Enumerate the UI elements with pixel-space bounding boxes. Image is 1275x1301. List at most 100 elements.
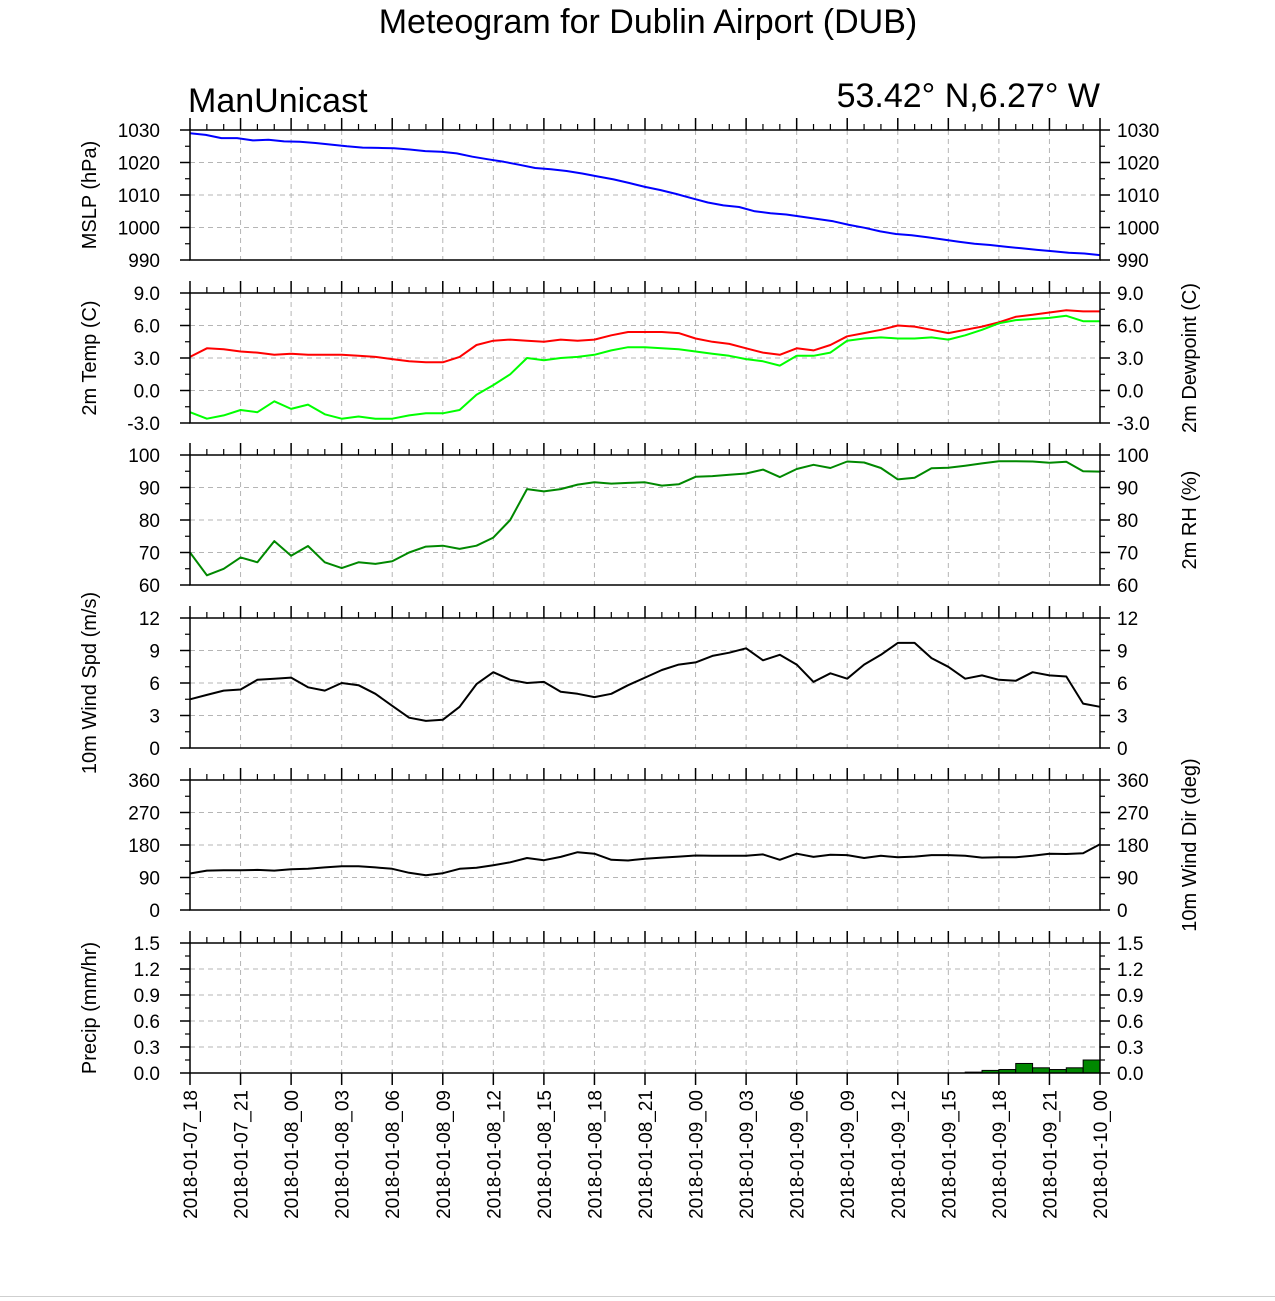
x-tick-label: 2018-01-08_21 xyxy=(636,1090,657,1219)
y-tick-label-right: 0.0 xyxy=(1117,382,1143,403)
y-tick-label-left: 60 xyxy=(139,576,160,597)
y-tick-label-right: -3.0 xyxy=(1117,414,1150,435)
precip-bar xyxy=(1032,1067,1050,1074)
y-tick-label-left: 12 xyxy=(139,609,160,630)
y-tick-label-right: 70 xyxy=(1117,544,1138,565)
x-tick-label: 2018-01-07_18 xyxy=(181,1090,202,1219)
y-tick-label-left: 1010 xyxy=(118,186,160,207)
x-tick-label: 2018-01-09_03 xyxy=(737,1090,758,1219)
y-tick-label-left: 90 xyxy=(139,479,160,500)
y-tick-label-right: 0 xyxy=(1117,901,1128,922)
y-tick-label-right: 0.6 xyxy=(1117,1012,1143,1033)
y-tick-label-right: 3 xyxy=(1117,707,1128,728)
x-tick-label: 2018-01-08_18 xyxy=(585,1090,606,1219)
y-tick-label-right: 9 xyxy=(1117,642,1128,663)
chart-title: Meteogram for Dublin Airport (DUB) xyxy=(379,3,918,41)
y-axis-label-left: Precip (mm/hr) xyxy=(79,942,101,1074)
y-axis-label-right: 2m Dewpoint (C) xyxy=(1179,283,1201,433)
bottom-divider xyxy=(0,1296,1275,1297)
x-tick-label: 2018-01-09_18 xyxy=(990,1090,1011,1219)
y-tick-label-left: 0.0 xyxy=(134,382,160,403)
station-coordinates-label: 53.42° N,6.27° W xyxy=(837,77,1100,115)
x-tick-label: 2018-01-10_00 xyxy=(1091,1090,1112,1219)
panel-mslp: 990 990 1000 1000 1010 1010 1020 1020 1030 1030 MS… xyxy=(79,118,1159,272)
y-tick-label-right: 990 xyxy=(1117,251,1149,272)
y-tick-label-right: 270 xyxy=(1117,804,1149,825)
precip-bar xyxy=(1082,1059,1101,1074)
series-line-temp-1 xyxy=(189,314,1100,420)
y-tick-label-left: 90 xyxy=(139,869,160,890)
series-line-rh-0 xyxy=(189,460,1101,577)
y-tick-label-left: 0.3 xyxy=(134,1038,160,1059)
x-tick-label: 2018-01-09_12 xyxy=(889,1090,910,1219)
y-axis-label-left: MSLP (hPa) xyxy=(79,141,101,250)
y-axis-label-left: 2m Temp (C) xyxy=(79,300,101,415)
y-axis-label-right: 10m Wind Dir (deg) xyxy=(1179,758,1201,931)
y-tick-label-left: -3.0 xyxy=(127,414,160,435)
y-tick-label-left: 1.5 xyxy=(134,934,160,955)
y-tick-label-right: 9.0 xyxy=(1117,284,1143,305)
y-tick-label-left: 0 xyxy=(149,901,160,922)
y-tick-label-left: 360 xyxy=(128,771,160,792)
y-tick-label-left: 1020 xyxy=(118,154,160,175)
panel-precip: 0.0 0.0 0.3 0.3 0.6 0.6 0.9 0.9 1.2 1.2 1.5 1.5 Prec… xyxy=(79,931,1143,1085)
y-tick-label-left: 6.0 xyxy=(134,317,160,338)
y-tick-label-left: 270 xyxy=(128,804,160,825)
series-line-wspd-0 xyxy=(189,641,1101,722)
y-tick-label-left: 100 xyxy=(128,446,160,467)
y-tick-label-left: 1.2 xyxy=(134,960,160,981)
y-tick-label-left: 0.0 xyxy=(134,1064,160,1085)
y-tick-label-left: 1000 xyxy=(118,219,160,240)
y-tick-label-right: 0 xyxy=(1117,739,1128,760)
y-tick-label-left: 6 xyxy=(149,674,160,695)
y-tick-label-left: 9 xyxy=(149,642,160,663)
y-tick-label-left: 3.0 xyxy=(134,349,160,370)
panel-rh: 60 60 70 70 80 80 90 90 100 100 2m RH (%) xyxy=(128,443,1201,597)
y-tick-label-right: 12 xyxy=(1117,609,1138,630)
y-tick-label-right: 180 xyxy=(1117,836,1149,857)
y-tick-label-left: 0.9 xyxy=(134,986,160,1007)
y-tick-label-right: 360 xyxy=(1117,771,1149,792)
y-tick-label-left: 0.6 xyxy=(134,1012,160,1033)
series-line-wdir-0 xyxy=(189,843,1101,877)
y-tick-label-right: 1.2 xyxy=(1117,960,1143,981)
y-tick-label-left: 9.0 xyxy=(134,284,160,305)
y-tick-label-left: 0 xyxy=(149,739,160,760)
panel-temp: -3.0 -3.0 0.0 0.0 3.0 3.0 6.0 6.0 9.0 9.0 2m Temp … xyxy=(79,281,1201,435)
y-tick-label-right: 0.9 xyxy=(1117,986,1143,1007)
x-tick-label: 2018-01-09_09 xyxy=(838,1090,859,1219)
panel-wdir: 0 0 90 90 180 180 270 270 360 360 10m Wind Dir (de… xyxy=(128,758,1201,931)
x-tick-label: 2018-01-08_06 xyxy=(383,1090,404,1219)
y-tick-label-left: 1030 xyxy=(118,121,160,142)
y-tick-label-right: 3.0 xyxy=(1117,349,1143,370)
x-tick-label: 2018-01-09_21 xyxy=(1040,1090,1061,1219)
y-tick-label-left: 990 xyxy=(128,251,160,272)
x-tick-label: 2018-01-09_06 xyxy=(788,1090,809,1219)
y-axis-label-right: 2m RH (%) xyxy=(1179,471,1201,570)
x-tick-label: 2018-01-08_09 xyxy=(434,1090,455,1219)
series-line-mslp-0 xyxy=(189,132,1101,257)
x-tick-label: 2018-01-08_00 xyxy=(282,1090,303,1219)
y-tick-label-right: 1010 xyxy=(1117,186,1159,207)
x-tick-label: 2018-01-08_03 xyxy=(333,1090,354,1219)
y-tick-label-left: 3 xyxy=(149,707,160,728)
y-tick-label-right: 90 xyxy=(1117,869,1138,890)
series-line-temp-0 xyxy=(189,309,1100,364)
x-tick-label: 2018-01-07_21 xyxy=(232,1090,253,1219)
y-tick-label-right: 100 xyxy=(1117,446,1149,467)
x-tick-label: 2018-01-09_00 xyxy=(687,1090,708,1219)
x-axis: 2018-01-07_18 2018-01-07_21 2018-01-08_00 2… xyxy=(181,1090,1112,1219)
y-tick-label-left: 80 xyxy=(139,511,160,532)
precip-bar xyxy=(1065,1067,1084,1074)
y-tick-label-right: 80 xyxy=(1117,511,1138,532)
y-tick-label-right: 1030 xyxy=(1117,121,1159,142)
y-tick-label-right: 60 xyxy=(1117,576,1138,597)
panel-wspd: 0 0 3 3 6 6 9 9 12 12 10m Wind Spd (m/s) xyxy=(79,592,1138,774)
x-tick-label: 2018-01-09_15 xyxy=(939,1090,960,1219)
y-tick-label-left: 70 xyxy=(139,544,160,565)
station-source-label: ManUnicast xyxy=(188,82,368,120)
y-tick-label-left: 180 xyxy=(128,836,160,857)
y-tick-label-right: 0.0 xyxy=(1117,1064,1143,1085)
